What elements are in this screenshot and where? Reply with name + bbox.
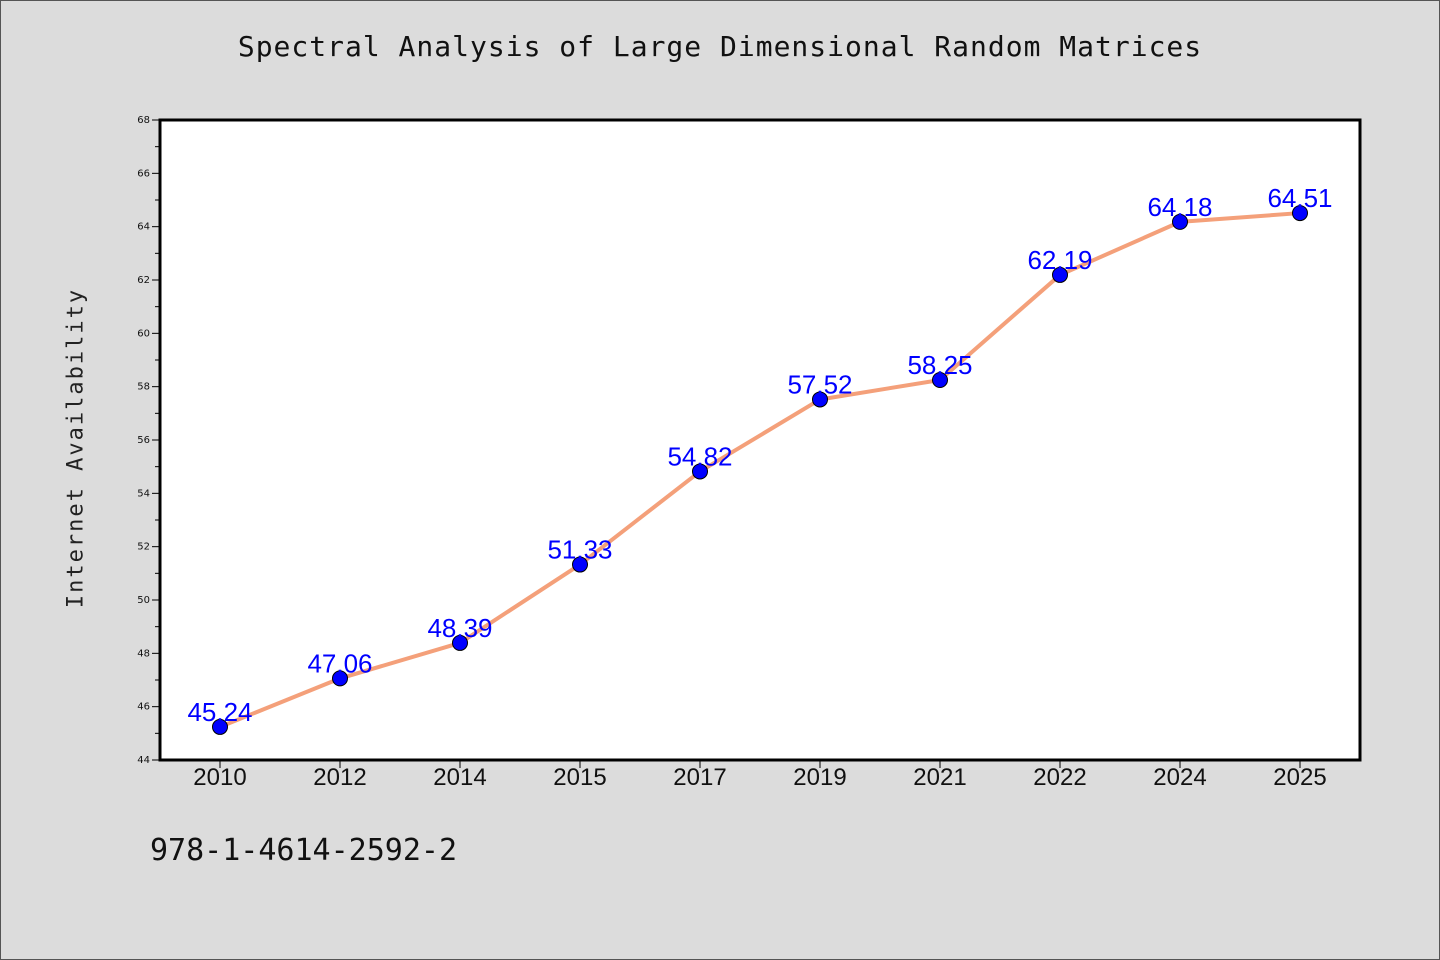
data-point: [452, 634, 468, 651]
y-tick-label: 60: [137, 328, 150, 339]
data-label: 64.18: [1147, 192, 1212, 222]
data-label: 58.25: [907, 350, 972, 380]
data-point: [212, 718, 228, 735]
x-tick-label: 2012: [313, 764, 366, 791]
x-tick-label: 2010: [193, 764, 246, 791]
x-tick-label: 2021: [913, 764, 966, 791]
y-tick-label: 50: [137, 595, 150, 606]
x-tick-label: 2025: [1273, 764, 1326, 791]
data-label: 48.39: [427, 613, 492, 643]
y-tick-label: 48: [137, 648, 150, 659]
x-tick-label: 2015: [553, 764, 606, 791]
data-point: [1052, 266, 1068, 283]
data-label: 47.06: [307, 648, 372, 678]
y-tick-label: 56: [137, 435, 150, 446]
chart-title: Spectral Analysis of Large Dimensional R…: [237, 30, 1203, 63]
data-point: [1292, 205, 1308, 222]
y-axis: 44 46 48 50 52 54 56 58 60 62 64 66 68: [137, 115, 160, 766]
y-tick-label: 54: [137, 488, 150, 499]
data-label: 54.82: [667, 441, 732, 471]
data-label: 57.52: [787, 369, 852, 399]
y-tick-label: 44: [137, 755, 150, 766]
y-tick-label: 64: [137, 222, 150, 233]
data-point: [812, 391, 828, 408]
data-label: 45.24: [187, 697, 252, 727]
data-point: [572, 556, 588, 573]
x-axis: 2010 2012 2014 2015 2017 2019 2021 2022 2024 2025: [193, 760, 1327, 791]
series-group: 45.24 47.06 48.39 51.33 54.82 57.52 58.25 62.19…: [187, 183, 1333, 735]
y-tick-label: 58: [137, 382, 150, 393]
y-tick-label: 52: [137, 542, 150, 553]
x-tick-label: 2017: [673, 764, 726, 791]
series-line: [219, 211, 1301, 729]
x-tick-label: 2014: [433, 764, 486, 791]
plot-border: [158, 118, 1362, 762]
x-tick-label: 2022: [1033, 764, 1086, 791]
y-tick-label: 68: [137, 115, 150, 126]
data-label: 51.33: [547, 535, 612, 565]
y-tick-label: 46: [137, 702, 150, 713]
x-tick-label: 2024: [1153, 764, 1206, 791]
data-point: [332, 670, 348, 687]
data-point: [692, 463, 708, 480]
data-label: 62.19: [1027, 245, 1092, 275]
plot-area: [160, 120, 1360, 760]
data-point: [1172, 213, 1188, 230]
data-label: 64.51: [1267, 183, 1332, 213]
isbn-text: 978-1-4614-2592-2: [150, 833, 458, 868]
y-tick-label: 66: [137, 168, 150, 179]
data-point: [932, 372, 948, 388]
y-tick-label: 62: [137, 275, 150, 286]
x-tick-label: 2019: [793, 764, 846, 791]
